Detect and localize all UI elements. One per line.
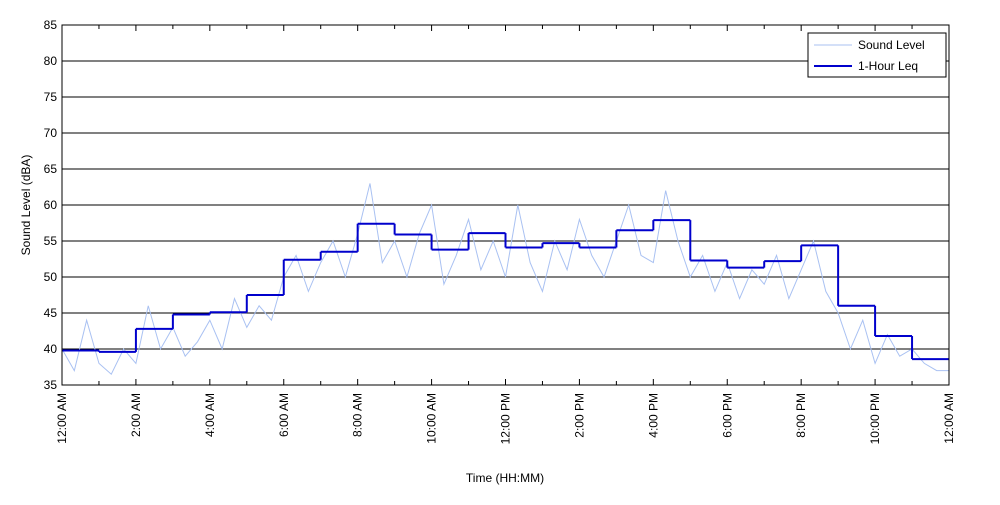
y-tick-label: 45 [44,306,58,320]
x-tick-label: 8:00 PM [794,393,808,438]
legend-label: 1-Hour Leq [858,59,918,73]
x-tick-label: 10:00 AM [425,393,439,444]
x-tick-label: 2:00 AM [129,393,143,437]
y-tick-label: 35 [44,378,58,392]
x-tick-label: 4:00 PM [646,393,660,438]
y-axis-title: Sound Level (dBA) [19,155,33,256]
y-tick-label: 50 [44,270,58,284]
x-tick-label: 4:00 AM [203,393,217,437]
x-tick-label: 12:00 AM [55,393,69,444]
y-tick-label: 80 [44,54,58,68]
y-tick-label: 60 [44,198,58,212]
y-tick-label: 70 [44,126,58,140]
y-tick-label: 55 [44,234,58,248]
legend-box [807,32,947,78]
x-axis-title: Time (HH:MM) [466,471,544,485]
plot-frame [61,24,950,386]
y-tick-label: 85 [44,18,58,32]
legend-label: Sound Level [858,38,925,52]
x-tick-label: 12:00 AM [942,393,956,444]
y-tick-label: 40 [44,342,58,356]
y-tick-label: 75 [44,90,58,104]
x-tick-label: 2:00 PM [572,393,586,438]
x-tick-label: 6:00 PM [720,393,734,438]
x-tick-label: 10:00 PM [868,393,882,444]
x-tick-label: 12:00 PM [499,393,513,444]
y-tick-label: 65 [44,162,58,176]
x-tick-label: 6:00 AM [277,393,291,437]
sound-level-line [61,183,949,376]
x-tick-label: 8:00 AM [351,393,365,437]
